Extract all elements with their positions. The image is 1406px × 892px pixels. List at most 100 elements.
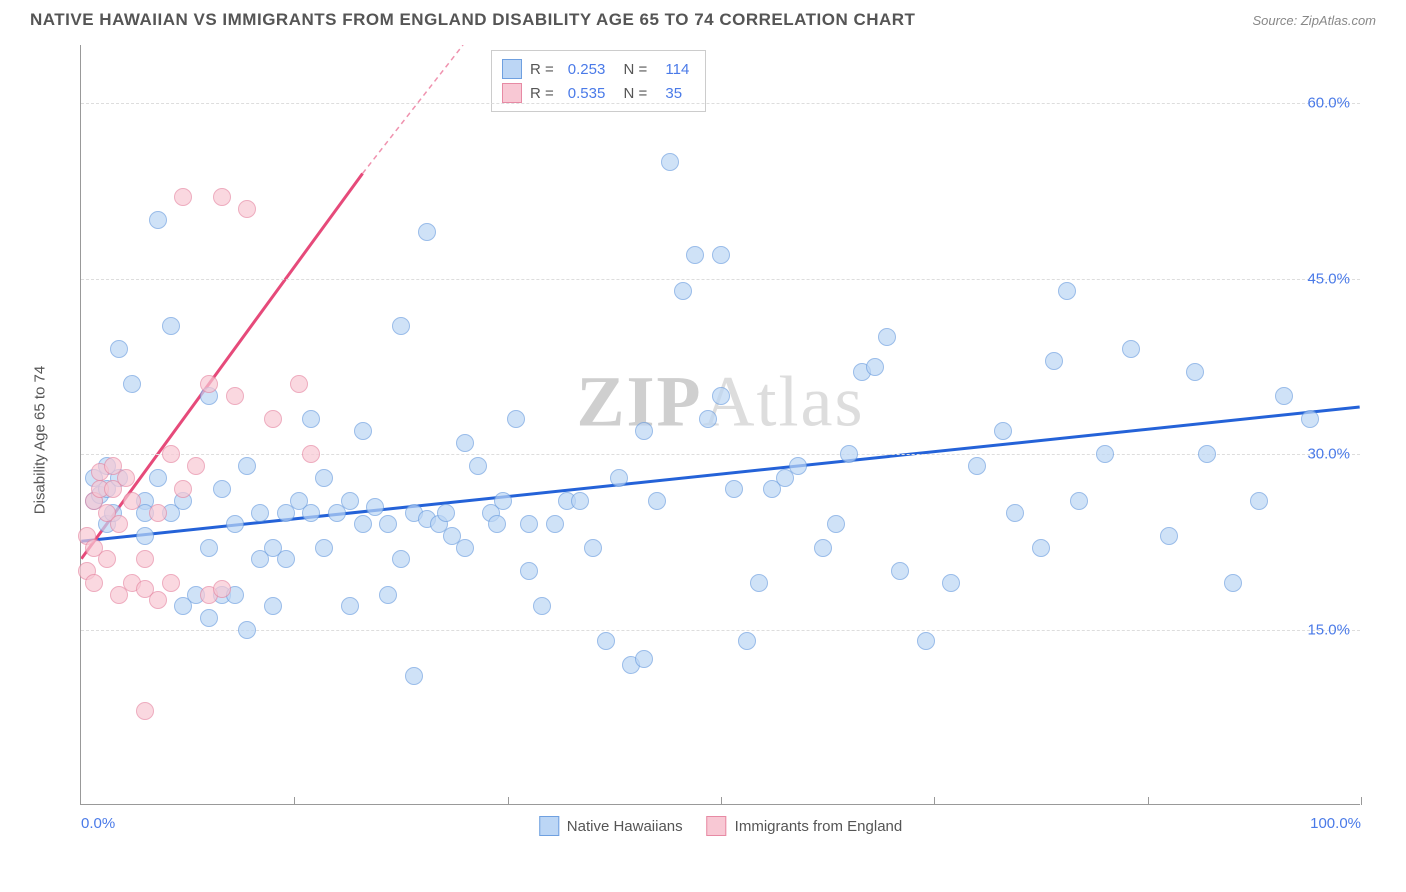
- y-axis-label: Disability Age 65 to 74: [32, 366, 49, 514]
- data-point: [341, 492, 359, 510]
- stats-row: R = 0.535 N = 35: [502, 81, 695, 105]
- data-point: [174, 480, 192, 498]
- data-point: [123, 492, 141, 510]
- gridline-v: [1148, 797, 1149, 805]
- data-point: [264, 597, 282, 615]
- y-tick-label: 15.0%: [1307, 621, 1350, 638]
- data-point: [213, 188, 231, 206]
- data-point: [238, 200, 256, 218]
- data-point: [149, 591, 167, 609]
- data-point: [635, 650, 653, 668]
- data-point: [117, 469, 135, 487]
- data-point: [238, 457, 256, 475]
- data-point: [725, 480, 743, 498]
- data-point: [315, 539, 333, 557]
- data-point: [277, 550, 295, 568]
- x-tick-label: 100.0%: [1310, 815, 1361, 832]
- data-point: [354, 515, 372, 533]
- data-point: [200, 609, 218, 627]
- data-point: [98, 550, 116, 568]
- data-point: [1006, 504, 1024, 522]
- legend-label: Native Hawaiians: [567, 818, 683, 835]
- y-tick-label: 45.0%: [1307, 270, 1350, 287]
- data-point: [456, 539, 474, 557]
- data-point: [712, 387, 730, 405]
- data-point: [507, 410, 525, 428]
- data-point: [1070, 492, 1088, 510]
- data-point: [290, 375, 308, 393]
- stats-r-value: 0.535: [562, 85, 612, 102]
- series-legend: Native Hawaiians Immigrants from England: [539, 816, 902, 836]
- data-point: [917, 632, 935, 650]
- y-tick-label: 30.0%: [1307, 446, 1350, 463]
- chart-container: Disability Age 65 to 74 ZIPAtlas R = 0.2…: [50, 45, 1360, 835]
- stats-swatch: [502, 83, 522, 103]
- gridline-h: [81, 279, 1360, 280]
- plot-area: ZIPAtlas R = 0.253 N = 114 R = 0.535 N =…: [80, 45, 1360, 805]
- x-tick-label: 0.0%: [81, 815, 115, 832]
- data-point: [437, 504, 455, 522]
- data-point: [488, 515, 506, 533]
- data-point: [136, 702, 154, 720]
- stats-r-label: R =: [530, 85, 554, 102]
- data-point: [238, 621, 256, 639]
- data-point: [648, 492, 666, 510]
- data-point: [136, 550, 154, 568]
- data-point: [520, 515, 538, 533]
- data-point: [110, 515, 128, 533]
- data-point: [418, 223, 436, 241]
- data-point: [1186, 363, 1204, 381]
- data-point: [750, 574, 768, 592]
- stats-row: R = 0.253 N = 114: [502, 57, 695, 81]
- gridline-v: [934, 797, 935, 805]
- data-point: [610, 469, 628, 487]
- data-point: [213, 480, 231, 498]
- gridline-h: [81, 103, 1360, 104]
- data-point: [686, 246, 704, 264]
- data-point: [187, 457, 205, 475]
- data-point: [1250, 492, 1268, 510]
- data-point: [162, 574, 180, 592]
- data-point: [392, 317, 410, 335]
- data-point: [174, 188, 192, 206]
- data-point: [1275, 387, 1293, 405]
- gridline-h: [81, 454, 1360, 455]
- data-point: [149, 469, 167, 487]
- stats-n-value: 114: [655, 61, 695, 78]
- data-point: [379, 586, 397, 604]
- stats-n-label: N =: [619, 61, 647, 78]
- chart-header: NATIVE HAWAIIAN VS IMMIGRANTS FROM ENGLA…: [0, 0, 1406, 35]
- data-point: [469, 457, 487, 475]
- data-point: [1045, 352, 1063, 370]
- data-point: [110, 340, 128, 358]
- legend-swatch: [707, 816, 727, 836]
- data-point: [533, 597, 551, 615]
- stats-swatch: [502, 59, 522, 79]
- data-point: [635, 422, 653, 440]
- data-point: [738, 632, 756, 650]
- data-point: [968, 457, 986, 475]
- data-point: [712, 246, 730, 264]
- data-point: [136, 527, 154, 545]
- gridline-v: [721, 797, 722, 805]
- data-point: [1096, 445, 1114, 463]
- source-label: Source: ZipAtlas.com: [1252, 13, 1376, 28]
- data-point: [891, 562, 909, 580]
- data-point: [789, 457, 807, 475]
- data-point: [1198, 445, 1216, 463]
- data-point: [226, 387, 244, 405]
- data-point: [866, 358, 884, 376]
- data-point: [494, 492, 512, 510]
- legend-item: Native Hawaiians: [539, 816, 683, 836]
- stats-n-value: 35: [655, 85, 688, 102]
- data-point: [827, 515, 845, 533]
- data-point: [85, 574, 103, 592]
- data-point: [315, 469, 333, 487]
- data-point: [546, 515, 564, 533]
- gridline-v: [1361, 797, 1362, 805]
- data-point: [571, 492, 589, 510]
- data-point: [200, 539, 218, 557]
- data-point: [379, 515, 397, 533]
- y-tick-label: 60.0%: [1307, 95, 1350, 112]
- data-point: [366, 498, 384, 516]
